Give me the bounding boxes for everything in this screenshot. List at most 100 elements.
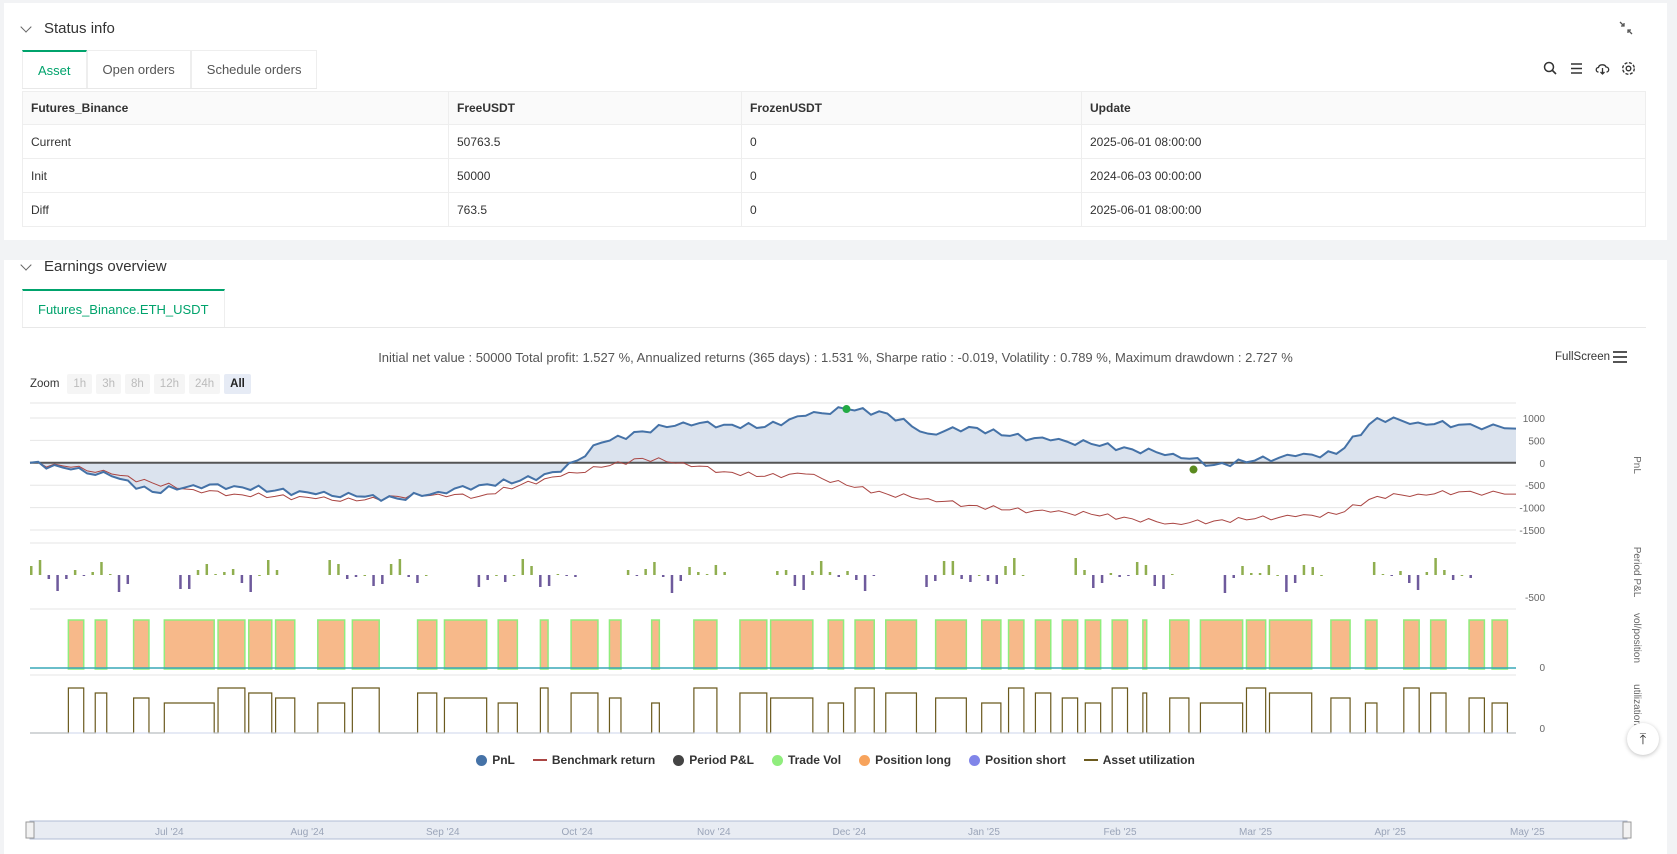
period-pnl-bar: [942, 561, 946, 575]
search-icon[interactable]: [1542, 60, 1559, 77]
y-tick-label: 0: [1539, 459, 1545, 470]
collapse-icon[interactable]: [1619, 21, 1633, 35]
fullscreen-button[interactable]: FullScreen: [1555, 351, 1610, 363]
navigator-left-handle[interactable]: [25, 821, 35, 839]
earnings-overview-header[interactable]: Earnings overview: [20, 258, 167, 275]
table-row: Init 50000 0 2024-06-03 00:00:00: [22, 158, 1646, 193]
period-pnl-bar: [1302, 565, 1306, 575]
period-pnl-bar: [1267, 565, 1271, 575]
free-usdt-cell: 50763.5: [448, 124, 742, 159]
period-pnl-bar: [1153, 575, 1156, 586]
legend-item[interactable]: Period P&L: [673, 753, 754, 767]
earnings-chart[interactable]: 1000 500 0 -500 -1000 -1500 PnL -500 Period P&L 0…: [4, 260, 1667, 740]
zoom-1h-button[interactable]: 1h: [67, 374, 93, 394]
position-long-bar: [1168, 619, 1190, 670]
zoom-3h-button[interactable]: 3h: [96, 374, 121, 394]
period-pnl-bar: [784, 570, 788, 575]
navigator-tick-label: Apr '25: [1375, 827, 1407, 838]
period-pnl-bar: [986, 575, 990, 581]
period-pnl-bar: [1390, 575, 1393, 576]
period-pnl-bar: [196, 570, 200, 575]
position-long-bar: [980, 619, 1002, 670]
zoom-label: Zoom: [30, 378, 60, 390]
position-long-bar: [769, 619, 814, 670]
position-long-bar: [827, 619, 845, 670]
legend-marker-icon: [532, 759, 547, 761]
period-pnl-bar: [1372, 562, 1376, 575]
position-long-bar: [1364, 619, 1378, 670]
zoom-24h-button[interactable]: 24h: [188, 374, 221, 394]
position-long-bar: [497, 619, 519, 670]
period-pnl-bar: [240, 575, 244, 583]
navigator-tick-label: Dec '24: [833, 827, 867, 838]
period-pnl-bar: [1223, 575, 1227, 593]
scroll-to-top-button[interactable]: ⤒: [1627, 723, 1659, 755]
asset-table: Futures_Binance FreeUSDT FrozenUSDT Upda…: [22, 91, 1646, 227]
zoom-12h-button[interactable]: 12h: [153, 374, 185, 394]
row-label-current[interactable]: Current: [22, 124, 449, 159]
period-pnl-bar: [398, 559, 402, 575]
pnl-area: [30, 407, 1516, 501]
period-pnl-bar: [495, 575, 498, 576]
period-pnl-bar: [1092, 575, 1095, 588]
navigator[interactable]: Jul '24 Aug '24 Sep '24 Oct '24 Nov '24 Dec '…: [0, 814, 1677, 854]
legend-item[interactable]: Trade Vol: [771, 753, 841, 767]
column-header[interactable]: Futures_Binance: [22, 91, 449, 125]
legend-marker-icon: [969, 754, 981, 766]
tab-asset[interactable]: Asset: [22, 50, 87, 88]
column-header[interactable]: FrozenUSDT: [741, 91, 1082, 125]
navigator-tick-label: Aug '24: [291, 827, 325, 838]
period-pnl-bar: [1250, 573, 1253, 575]
position-long-bar: [1084, 619, 1102, 670]
tab-schedule-orders[interactable]: Schedule orders: [190, 50, 318, 88]
cloud-download-icon[interactable]: [1594, 60, 1611, 77]
navigator-right-handle[interactable]: [1622, 821, 1632, 839]
position-long-bar: [217, 619, 246, 670]
column-header[interactable]: Update: [1081, 91, 1646, 125]
legend-item[interactable]: Benchmark return: [532, 753, 655, 767]
settings-icon[interactable]: [1620, 60, 1637, 77]
status-info-header[interactable]: Status info: [20, 20, 115, 37]
period-pnl-bar: [328, 560, 331, 575]
chevron-down-icon[interactable]: [20, 258, 32, 271]
period-pnl-bar: [1443, 570, 1446, 575]
tab-open-orders[interactable]: Open orders: [86, 50, 191, 88]
period-pnl-bar: [363, 575, 367, 576]
period-pnl-bar: [100, 562, 103, 575]
chart-menu-icon[interactable]: [1612, 350, 1628, 364]
period-pnl-bar: [38, 560, 42, 575]
list-icon[interactable]: [1568, 60, 1585, 77]
zoom-all-button[interactable]: All: [224, 374, 251, 394]
period-pnl-bar: [1083, 570, 1086, 575]
legend-item[interactable]: Asset utilization: [1083, 753, 1195, 767]
period-pnl-bar: [205, 564, 209, 575]
tab-futures-binance-eth-usdt[interactable]: Futures_Binance.ETH_USDT: [22, 289, 225, 327]
zoom-8h-button[interactable]: 8h: [125, 374, 150, 394]
zoom-selector: Zoom 1h 3h 8h 12h 24h All: [30, 374, 251, 394]
position-long-bar: [163, 619, 215, 670]
period-pnl-bar: [345, 575, 349, 579]
period-pnl-bar: [1109, 573, 1113, 575]
period-pnl-bar: [960, 575, 963, 579]
period-pnl-bar: [108, 574, 112, 575]
period-pnl-bar: [91, 572, 94, 575]
legend-item[interactable]: PnL: [476, 753, 515, 767]
period-pnl-bar: [354, 575, 358, 577]
period-pnl-bar: [1100, 575, 1104, 583]
position-long-bar: [650, 619, 661, 670]
position-long-bar: [1429, 619, 1447, 670]
period-pnl-bar: [688, 567, 691, 575]
period-pnl-bar: [697, 572, 700, 575]
period-pnl-bar: [65, 575, 68, 579]
period-pnl-bar: [416, 575, 419, 583]
legend-item[interactable]: Position short: [969, 753, 1066, 767]
asset-utilization-line: [30, 687, 1516, 734]
chevron-down-icon[interactable]: [20, 20, 32, 33]
column-header[interactable]: FreeUSDT: [448, 91, 742, 125]
update-cell: 2025-06-01 08:00:00: [1081, 124, 1646, 159]
navigator-tick-label: Feb '25: [1104, 827, 1137, 838]
period-pnl-bar: [521, 559, 525, 575]
y-tick-label: 0: [1539, 663, 1545, 674]
legend-item[interactable]: Position long: [859, 753, 951, 767]
navigator-tick-label: May '25: [1510, 827, 1545, 838]
